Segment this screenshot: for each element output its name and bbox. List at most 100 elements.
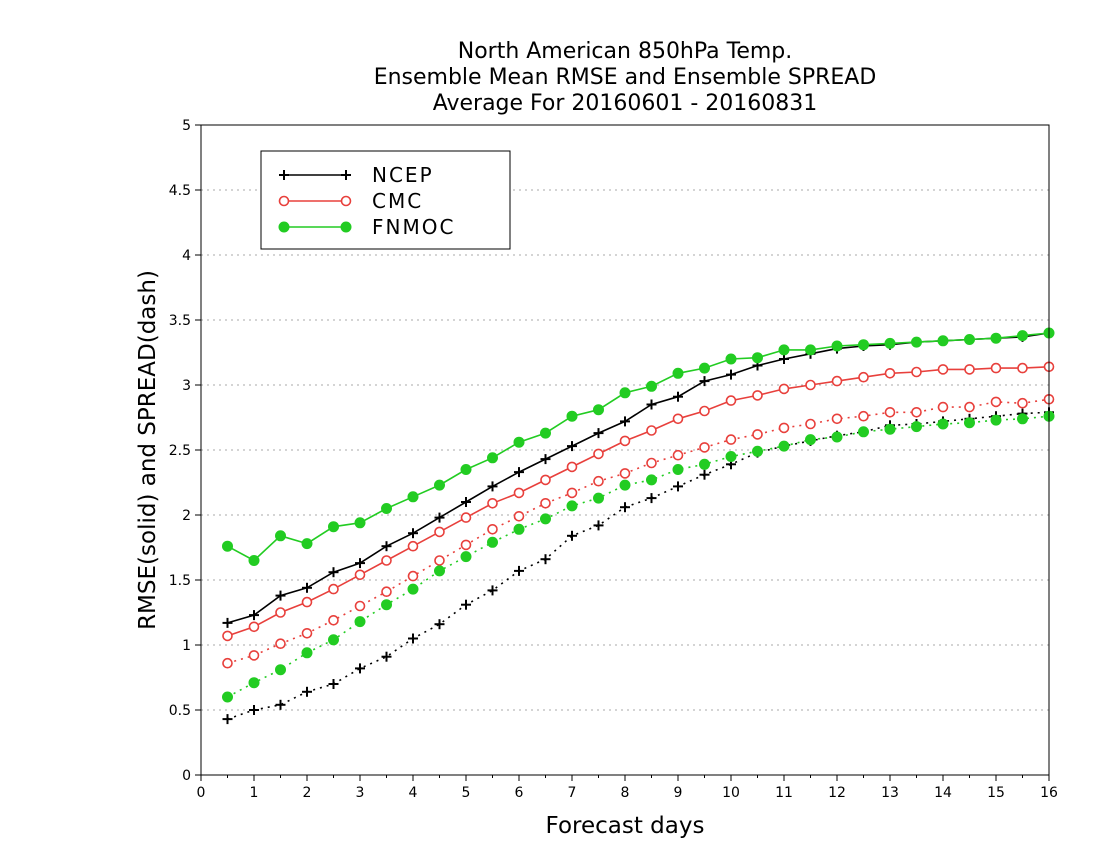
x-tick-label: 5 <box>462 785 471 801</box>
fnmoc-spread-point <box>248 677 260 689</box>
legend-marker <box>341 170 351 180</box>
cmc-spread-point <box>778 422 790 434</box>
legend-box <box>260 150 511 250</box>
legend-item-ncep: NCEP <box>279 163 434 187</box>
ncep-spread-point <box>249 705 259 715</box>
fnmoc-rmse-point <box>778 344 790 356</box>
cmc-rmse-point <box>778 383 790 395</box>
cmc-spread-line <box>227 398 1050 664</box>
ncep-spread-point <box>567 530 577 541</box>
cmc-spread-point <box>222 657 233 669</box>
fnmoc-spread-series <box>222 410 1055 703</box>
ncep-rmse-point <box>355 558 365 569</box>
cmc-rmse-line <box>227 366 1050 637</box>
cmc-spread-point <box>911 406 922 418</box>
fnmoc-spread-point <box>434 565 445 577</box>
cmc-spread-point <box>805 418 816 430</box>
cmc-spread-point <box>407 570 419 582</box>
ncep-spread-point <box>355 663 365 674</box>
x-tick-label: 9 <box>674 785 683 801</box>
cmc-spread-point <box>725 434 737 445</box>
x-tick-label: 16 <box>1040 785 1058 801</box>
cmc-rmse-point <box>805 379 816 391</box>
cmc-rmse-point <box>619 435 631 447</box>
ncep-rmse-point <box>514 467 524 478</box>
cmc-rmse-point <box>911 366 922 378</box>
fnmoc-rmse-point <box>619 387 631 399</box>
cmc-rmse-point <box>381 555 392 566</box>
cmc-spread-point <box>1017 397 1028 409</box>
x-axis-label: Forecast days <box>546 813 705 839</box>
ncep-rmse-point <box>646 399 657 410</box>
fnmoc-rmse-point <box>964 334 975 345</box>
ncep-spread-point <box>434 619 445 630</box>
fnmoc-spread-point <box>646 474 657 486</box>
ncep-rmse-point <box>328 567 339 578</box>
cmc-rmse-point <box>593 448 604 460</box>
fnmoc-spread-point <box>990 414 1002 426</box>
ncep-spread-point <box>328 679 339 689</box>
fnmoc-rmse-point <box>646 380 657 392</box>
y-tick-label: 5 <box>182 118 191 134</box>
ncep-spread-point <box>222 714 233 725</box>
cmc-rmse-point <box>222 630 233 642</box>
y-tick-label: 2.5 <box>169 443 191 459</box>
cmc-rmse-point <box>248 621 260 633</box>
ncep-spread-point <box>593 520 604 531</box>
legend-marker <box>340 195 352 207</box>
cmc-spread-point <box>593 475 604 487</box>
cmc-rmse-point <box>513 487 525 499</box>
cmc-rmse-point <box>858 371 869 383</box>
cmc-spread-point <box>699 442 710 453</box>
fnmoc-spread-point <box>381 599 392 611</box>
fnmoc-spread-point <box>752 445 763 457</box>
x-tick-label: 3 <box>356 785 365 801</box>
x-tick-label: 11 <box>775 785 793 801</box>
cmc-rmse-point <box>699 405 710 417</box>
fnmoc-spread-point <box>725 451 737 462</box>
x-tick-label: 4 <box>409 785 418 801</box>
cmc-rmse-point <box>1017 362 1028 374</box>
cmc-spread-point <box>937 401 949 413</box>
ncep-rmse-point <box>302 582 312 593</box>
cmc-rmse-point <box>566 461 578 473</box>
ncep-spread-point <box>620 502 630 513</box>
cmc-rmse-point <box>407 540 419 552</box>
fnmoc-spread-point <box>911 421 922 433</box>
cmc-rmse-point <box>354 569 366 581</box>
fnmoc-spread-point <box>964 417 975 429</box>
fnmoc-spread-point <box>831 431 843 443</box>
chart-title: North American 850hPa Temp. Ensemble Mea… <box>374 39 877 116</box>
cmc-spread-point <box>248 650 260 661</box>
y-tick-label: 4 <box>182 248 191 264</box>
legend-marker <box>278 195 290 207</box>
cmc-rmse-point <box>752 390 763 401</box>
x-tick-label: 0 <box>197 785 206 801</box>
cmc-spread-point <box>831 413 843 425</box>
fnmoc-rmse-point <box>540 427 551 439</box>
fnmoc-spread-point <box>222 691 233 703</box>
cmc-rmse-point <box>646 425 657 436</box>
fnmoc-spread-point <box>593 492 604 504</box>
ncep-rmse-point <box>699 376 710 387</box>
fnmoc-spread-point <box>275 664 286 676</box>
y-tick-label: 1 <box>182 638 191 654</box>
cmc-rmse-point <box>725 395 737 406</box>
cmc-spread-point <box>434 555 445 566</box>
legend-label: NCEP <box>372 163 434 187</box>
ncep-rmse-point <box>275 590 286 601</box>
ncep-rmse-point <box>620 416 630 427</box>
x-tick-label: 13 <box>881 785 899 801</box>
x-axis: 0 1 2 3 4 5 6 7 8 9 10 11 12 13 14 15 16 <box>197 775 1058 801</box>
fnmoc-spread-line <box>227 415 1050 698</box>
fnmoc-rmse-point <box>593 404 604 416</box>
fnmoc-rmse-point <box>858 339 869 351</box>
cmc-rmse-point <box>328 583 339 595</box>
fnmoc-spread-point <box>619 479 631 491</box>
fnmoc-rmse-point <box>884 337 896 349</box>
ncep-rmse-point <box>381 541 392 552</box>
ncep-rmse-point <box>593 428 604 439</box>
cmc-rmse-point <box>964 364 975 375</box>
ncep-spread-series <box>222 407 1054 725</box>
